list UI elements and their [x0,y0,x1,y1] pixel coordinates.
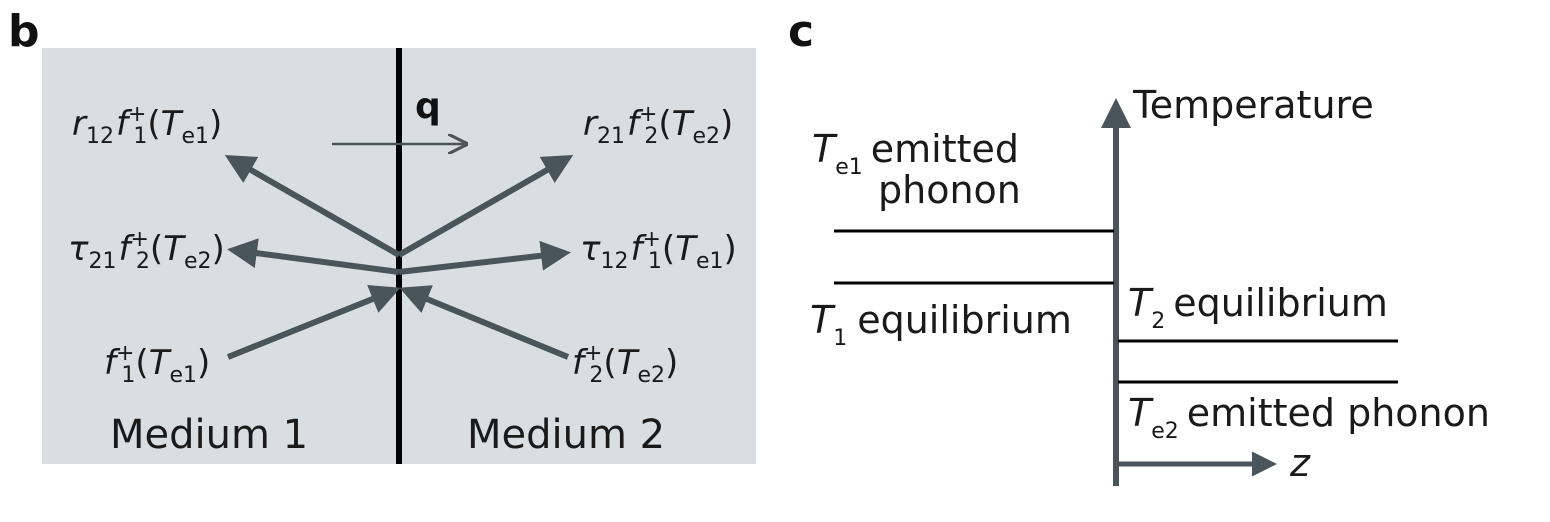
flux-label: q [415,86,441,127]
z-axis-label: z [1289,441,1311,485]
panel-c-label: c [788,6,814,57]
reflect-left-arrow [224,155,401,258]
reflect-right-arrow [397,155,574,258]
trans-right-arrow [398,240,571,275]
reflect-left-term: r12f+ 1(Te1) [72,102,222,149]
te1-label-line2: phonon [878,168,1021,212]
medium-1-label: Medium 1 [110,412,308,458]
panel-b-label: b [8,6,40,57]
medium-2-label: Medium 2 [467,412,665,458]
te1-label: Te1 emitted [812,127,1019,180]
temperature-axis-label: Temperature [1132,83,1374,127]
trans-left-term: τ21f+ 2(Te2) [68,227,225,274]
te2-label: Te2 emitted phonon [1128,391,1490,444]
t1-label: T1 equilibrium [810,298,1072,351]
t2-label: T2 equilibrium [1128,281,1388,334]
trans-left-arrow [227,238,400,275]
incident-right-arrow [399,285,570,360]
incident-left-arrow [226,285,401,360]
reflect-right-term: r21f+ 2(Te2) [583,102,733,149]
